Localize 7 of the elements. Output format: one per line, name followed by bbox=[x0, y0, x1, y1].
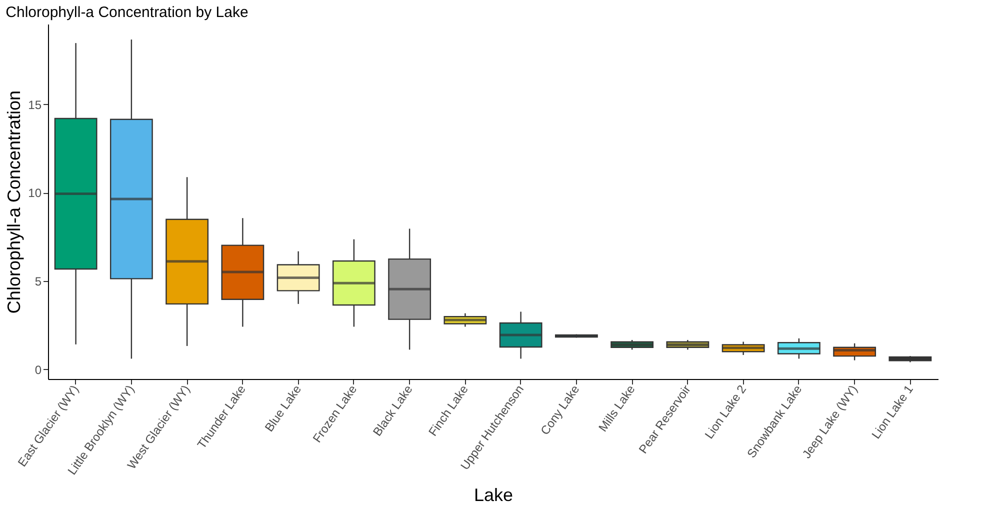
y-tick-label: 0 bbox=[34, 362, 42, 377]
y-tick-label: 10 bbox=[28, 186, 42, 200]
y-axis-title: Chlorophyll-a Concentration bbox=[4, 90, 24, 314]
y-tick-label: 15 bbox=[28, 98, 42, 112]
chart-title: Chlorophyll-a Concentration by Lake bbox=[6, 4, 248, 21]
y-tick-label: 5 bbox=[34, 274, 42, 288]
x-axis-title: Lake bbox=[474, 484, 514, 505]
